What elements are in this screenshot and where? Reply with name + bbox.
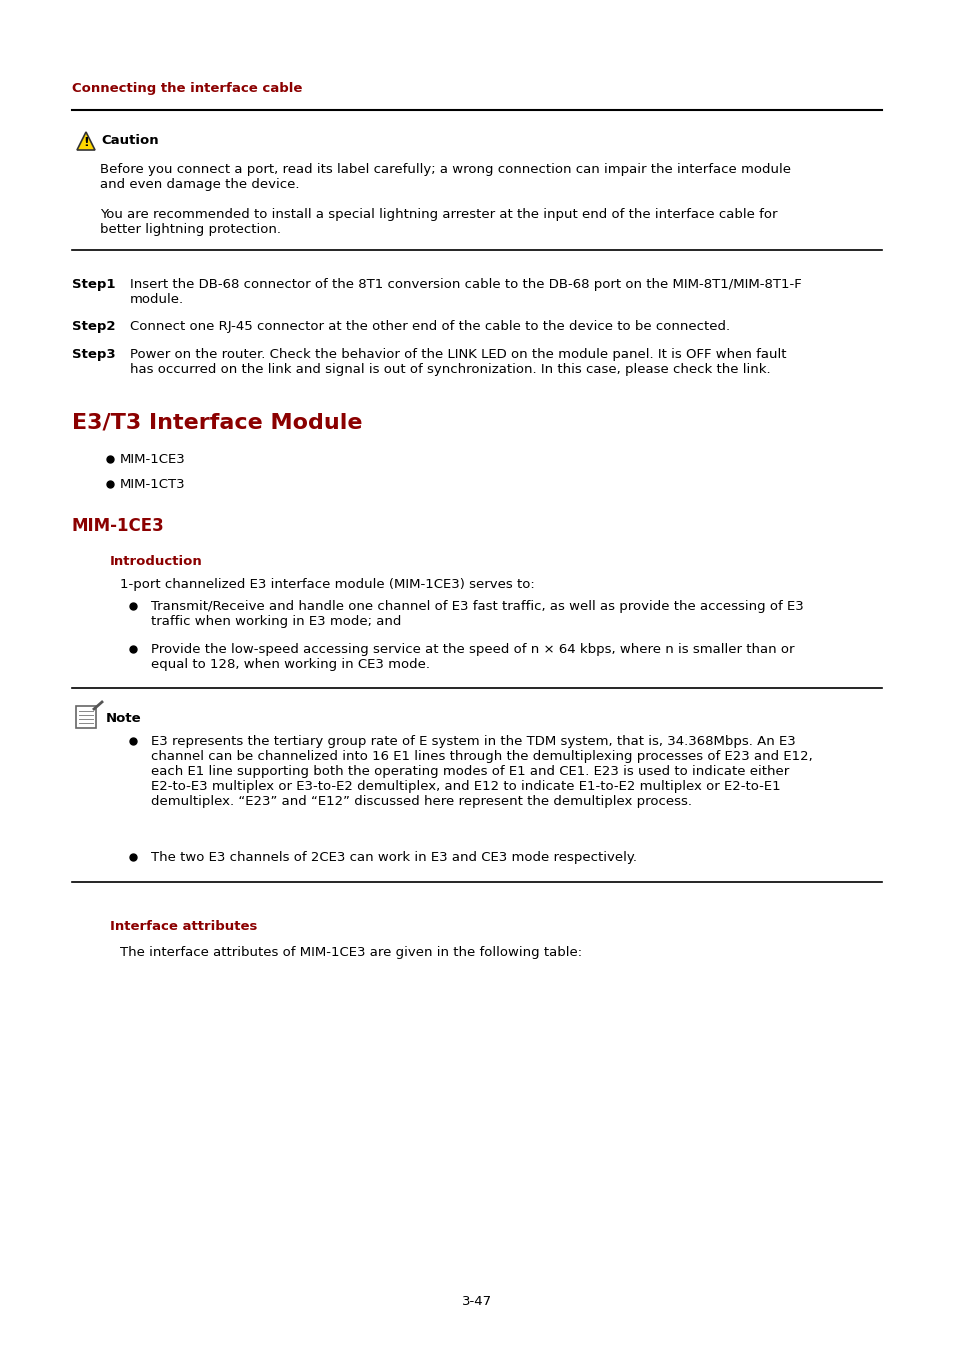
Text: Caution: Caution — [101, 135, 158, 147]
Text: Interface attributes: Interface attributes — [110, 919, 257, 933]
Text: Note: Note — [106, 711, 141, 725]
Text: Connect one RJ-45 connector at the other end of the cable to the device to be co: Connect one RJ-45 connector at the other… — [130, 320, 729, 333]
Polygon shape — [77, 132, 95, 150]
Text: MIM-1CE3: MIM-1CE3 — [71, 517, 165, 535]
Text: E3/T3 Interface Module: E3/T3 Interface Module — [71, 413, 362, 433]
Text: Provide the low-speed accessing service at the speed of n × 64 kbps, where n is : Provide the low-speed accessing service … — [151, 643, 794, 671]
Text: Step1: Step1 — [71, 278, 115, 292]
Text: Introduction: Introduction — [110, 555, 203, 568]
FancyBboxPatch shape — [76, 706, 96, 728]
Text: Transmit/Receive and handle one channel of E3 fast traffic, as well as provide t: Transmit/Receive and handle one channel … — [151, 599, 803, 628]
Text: You are recommended to install a special lightning arrester at the input end of : You are recommended to install a special… — [100, 208, 777, 236]
Text: The two E3 channels of 2CE3 can work in E3 and CE3 mode respectively.: The two E3 channels of 2CE3 can work in … — [151, 850, 637, 864]
Text: 3-47: 3-47 — [461, 1295, 492, 1308]
Text: MIM-1CT3: MIM-1CT3 — [120, 478, 186, 491]
Text: Insert the DB-68 connector of the 8T1 conversion cable to the DB-68 port on the : Insert the DB-68 connector of the 8T1 co… — [130, 278, 801, 306]
Text: 1-port channelized E3 interface module (MIM-1CE3) serves to:: 1-port channelized E3 interface module (… — [120, 578, 535, 591]
Text: !: ! — [83, 135, 89, 148]
Text: Step3: Step3 — [71, 348, 115, 360]
Text: E3 represents the tertiary group rate of E system in the TDM system, that is, 34: E3 represents the tertiary group rate of… — [151, 734, 812, 809]
Text: Step2: Step2 — [71, 320, 115, 333]
Text: Power on the router. Check the behavior of the LINK LED on the module panel. It : Power on the router. Check the behavior … — [130, 348, 785, 377]
Text: The interface attributes of MIM-1CE3 are given in the following table:: The interface attributes of MIM-1CE3 are… — [120, 946, 581, 958]
Text: Before you connect a port, read its label carefully; a wrong connection can impa: Before you connect a port, read its labe… — [100, 163, 790, 190]
Text: Connecting the interface cable: Connecting the interface cable — [71, 82, 302, 94]
Text: MIM-1CE3: MIM-1CE3 — [120, 454, 186, 466]
